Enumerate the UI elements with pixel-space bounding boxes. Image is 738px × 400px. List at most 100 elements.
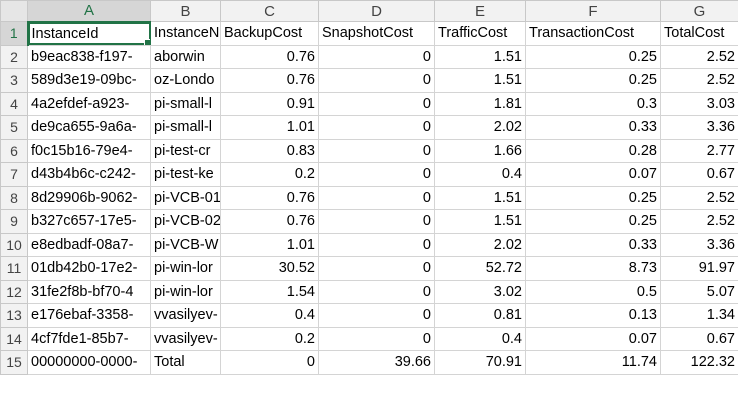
cell-d1-snapshotcost-header[interactable]: SnapshotCost [318,21,435,46]
cell-instance-id[interactable]: 31fe2f8b-bf70-4 [27,279,151,304]
cell-transaction-cost[interactable]: 0.5 [525,279,661,304]
cell-instance-id[interactable]: 4cf7fde1-85b7- [27,326,151,351]
row-header[interactable]: 9 [0,209,28,234]
cell-instance-id[interactable]: de9ca655-9a6a- [27,115,151,140]
cell-instance-name[interactable]: pi-small-l [150,115,221,140]
row-header[interactable]: 14 [0,326,28,351]
cell-snapshot-cost[interactable]: 0 [318,256,435,281]
cell-traffic-cost[interactable]: 1.51 [434,185,526,210]
column-header-e[interactable]: E [434,0,526,22]
cell-transaction-cost[interactable]: 0.07 [525,162,661,187]
cell-backup-cost[interactable]: 1.54 [220,279,319,304]
cell-total-cost[interactable]: 2.52 [660,209,738,234]
cell-transaction-cost[interactable]: 8.73 [525,256,661,281]
row-header[interactable]: 10 [0,232,28,257]
cell-backup-cost[interactable]: 1.01 [220,232,319,257]
cell-snapshot-cost[interactable]: 0 [318,326,435,351]
cell-traffic-cost[interactable]: 2.02 [434,115,526,140]
row-header[interactable]: 13 [0,303,28,328]
select-all-corner[interactable] [0,0,28,22]
cell-instance-name[interactable]: pi-test-cr [150,138,221,163]
cell-total-cost[interactable]: 3.03 [660,91,738,116]
cell-traffic-cost[interactable]: 1.81 [434,91,526,116]
cell-transaction-cost[interactable]: 0.25 [525,185,661,210]
cell-transaction-cost[interactable]: 11.74 [525,350,661,375]
cell-instance-name[interactable]: oz-Londo [150,68,221,93]
cell-transaction-cost[interactable]: 0.25 [525,68,661,93]
cell-traffic-cost[interactable]: 3.02 [434,279,526,304]
cell-instance-id[interactable]: f0c15b16-79e4- [27,138,151,163]
cell-snapshot-cost[interactable]: 0 [318,303,435,328]
cell-traffic-cost[interactable]: 0.81 [434,303,526,328]
cell-instance-name[interactable]: vvasilyev- [150,303,221,328]
cell-snapshot-cost[interactable]: 0 [318,44,435,69]
cell-total-cost[interactable]: 0.67 [660,162,738,187]
cell-total-cost[interactable]: 91.97 [660,256,738,281]
cell-total-cost[interactable]: 2.52 [660,68,738,93]
cell-total-cost[interactable]: 5.07 [660,279,738,304]
cell-traffic-cost[interactable]: 0.4 [434,326,526,351]
cell-traffic-cost[interactable]: 52.72 [434,256,526,281]
cell-traffic-cost[interactable]: 1.51 [434,68,526,93]
column-header-g[interactable]: G [660,0,738,22]
cell-transaction-cost[interactable]: 0.28 [525,138,661,163]
cell-total-cost[interactable]: 2.52 [660,185,738,210]
cell-instance-name[interactable]: vvasilyev- [150,326,221,351]
cell-snapshot-cost[interactable]: 0 [318,232,435,257]
column-header-b[interactable]: B [150,0,221,22]
cell-transaction-cost[interactable]: 0.25 [525,44,661,69]
cell-transaction-cost[interactable]: 0.3 [525,91,661,116]
cell-snapshot-cost[interactable]: 0 [318,68,435,93]
cell-instance-name[interactable]: pi-win-lor [150,256,221,281]
cell-instance-id[interactable]: e8edbadf-08a7- [27,232,151,257]
cell-total-cost[interactable]: 2.52 [660,44,738,69]
cell-total-cost[interactable]: 0.67 [660,326,738,351]
cell-instance-id[interactable]: b9eac838-f197- [27,44,151,69]
row-header-1[interactable]: 1 [0,21,29,46]
cell-instance-id[interactable]: d43b4b6c-c242- [27,162,151,187]
column-header-d[interactable]: D [318,0,435,22]
cell-snapshot-cost[interactable]: 0 [318,162,435,187]
cell-c1-backupcost-header[interactable]: BackupCost [220,21,319,46]
cell-instance-id[interactable]: 01db42b0-17e2- [27,256,151,281]
cell-backup-cost[interactable]: 0.91 [220,91,319,116]
cell-instance-name[interactable]: pi-VCB-W [150,232,221,257]
cell-traffic-cost[interactable]: 1.51 [434,209,526,234]
cell-traffic-cost[interactable]: 70.91 [434,350,526,375]
cell-backup-cost[interactable]: 0.76 [220,185,319,210]
cell-backup-cost[interactable]: 0.76 [220,68,319,93]
cell-instance-name[interactable]: Total [150,350,221,375]
cell-backup-cost[interactable]: 0 [220,350,319,375]
cell-snapshot-cost[interactable]: 0 [318,91,435,116]
cell-backup-cost[interactable]: 0.2 [220,162,319,187]
row-header[interactable]: 6 [0,138,28,163]
cell-snapshot-cost[interactable]: 39.66 [318,350,435,375]
cell-backup-cost[interactable]: 1.01 [220,115,319,140]
cell-instance-id[interactable]: 589d3e19-09bc- [27,68,151,93]
row-header[interactable]: 15 [0,350,28,375]
row-header[interactable]: 3 [0,68,28,93]
cell-snapshot-cost[interactable]: 0 [318,185,435,210]
cell-snapshot-cost[interactable]: 0 [318,209,435,234]
cell-traffic-cost[interactable]: 1.66 [434,138,526,163]
cell-snapshot-cost[interactable]: 0 [318,279,435,304]
cell-backup-cost[interactable]: 0.83 [220,138,319,163]
cell-instance-id[interactable]: 00000000-0000- [27,350,151,375]
cell-traffic-cost[interactable]: 0.4 [434,162,526,187]
cell-instance-id[interactable]: e176ebaf-3358- [27,303,151,328]
row-header[interactable]: 8 [0,185,28,210]
cell-instance-name[interactable]: pi-VCB-02 [150,209,221,234]
cell-transaction-cost[interactable]: 0.07 [525,326,661,351]
cell-snapshot-cost[interactable]: 0 [318,138,435,163]
cell-b1-instancename-header[interactable]: InstanceN [150,21,221,46]
cell-total-cost[interactable]: 2.77 [660,138,738,163]
cell-traffic-cost[interactable]: 2.02 [434,232,526,257]
cell-traffic-cost[interactable]: 1.51 [434,44,526,69]
cell-total-cost[interactable]: 1.34 [660,303,738,328]
cell-total-cost[interactable]: 3.36 [660,232,738,257]
row-header[interactable]: 2 [0,44,28,69]
cell-a1-instanceid-header[interactable]: InstanceId [27,21,151,46]
cell-backup-cost[interactable]: 0.76 [220,209,319,234]
column-header-f[interactable]: F [525,0,661,22]
cell-backup-cost[interactable]: 30.52 [220,256,319,281]
